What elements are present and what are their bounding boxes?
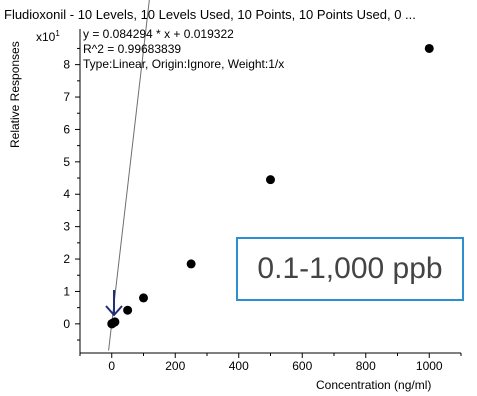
- x-axis-label: Concentration (ng/ml): [316, 378, 432, 392]
- data-point: [139, 293, 148, 303]
- arrow-down-icon: [105, 290, 123, 317]
- y-tick-label: 7: [63, 90, 70, 104]
- chart-title: Fludioxonil - 10 Levels, 10 Levels Used,…: [4, 7, 416, 22]
- y-tick-label: 5: [63, 155, 70, 169]
- y-tick-label: 4: [63, 187, 70, 201]
- x-tick-label: 200: [165, 359, 185, 373]
- y-tick-label: 3: [63, 220, 70, 234]
- x-tick-label: 800: [356, 359, 376, 373]
- y-axis-label: Relative Responses: [8, 41, 22, 148]
- data-point: [186, 259, 196, 269]
- data-point: [266, 175, 275, 185]
- x-tick-label: 0: [108, 359, 115, 373]
- y-axis-exponent: x101: [36, 29, 60, 44]
- x-tick-label: 400: [229, 359, 249, 373]
- y-tick-label: 1: [63, 284, 70, 298]
- r-squared: R^2 = 0.99683839: [83, 42, 182, 56]
- x-axis-ticks: 0 200 400 600 800 1000: [79, 353, 462, 373]
- data-point: [110, 317, 120, 327]
- regression-equation: y = 0.084294 * x + 0.019322: [83, 27, 234, 41]
- y-tick-label: 2: [63, 252, 70, 266]
- y-tick-label: 0: [63, 317, 70, 331]
- data-point: [424, 43, 434, 53]
- data-point: [123, 305, 133, 315]
- fit-type: Type:Linear, Origin:Ignore, Weight:1/x: [83, 57, 285, 71]
- y-tick-label: 8: [63, 58, 70, 72]
- y-tick-label: 6: [63, 122, 70, 136]
- x-tick-label: 600: [292, 359, 312, 373]
- data-points-layer: [107, 43, 434, 329]
- chart-axes: [79, 29, 461, 354]
- range-label-box: 0.1-1,000 ppb: [236, 237, 464, 301]
- x-tick-label: 1000: [416, 359, 443, 373]
- y-axis-ticks: 0 1 2 3 4 5 6 7 8: [63, 47, 80, 341]
